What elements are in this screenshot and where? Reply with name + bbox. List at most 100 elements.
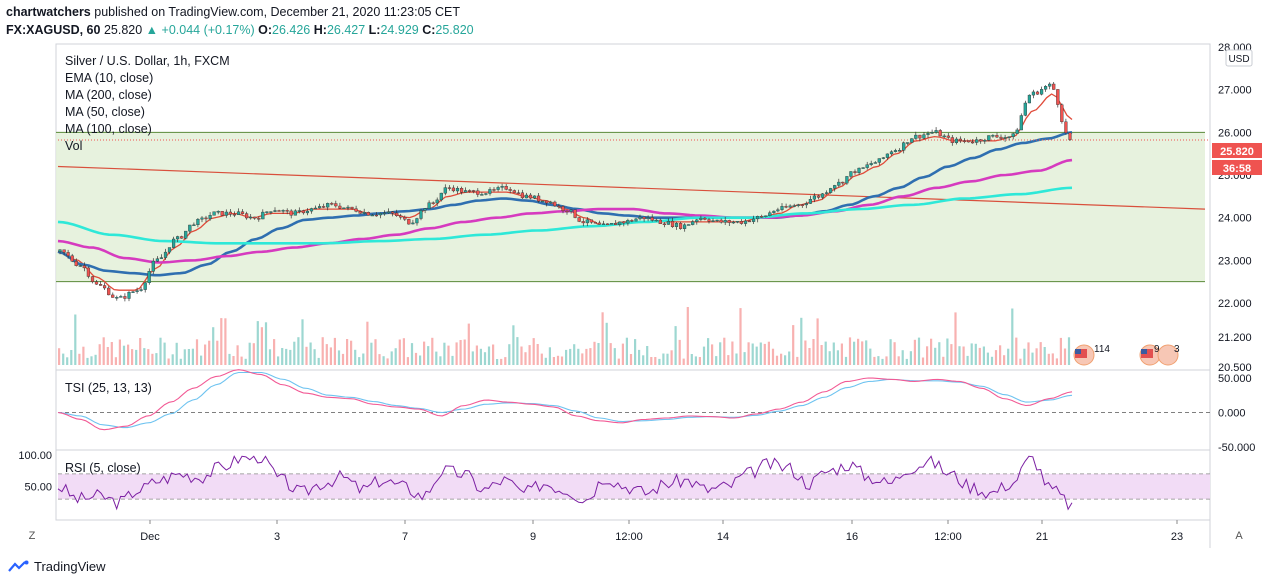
rsi-line bbox=[57, 455, 1073, 511]
candle bbox=[94, 281, 99, 285]
volume-bar bbox=[382, 356, 385, 365]
event-flag-us-2[interactable]: 9 bbox=[1139, 344, 1161, 366]
volume-bar bbox=[285, 348, 288, 365]
volume-bar bbox=[204, 344, 207, 365]
candle bbox=[423, 208, 427, 211]
time-tick-label: Dec bbox=[140, 531, 160, 543]
volume-bar bbox=[321, 337, 324, 365]
volume-bar bbox=[581, 353, 584, 365]
candle bbox=[277, 210, 281, 212]
event-count-1: 114 bbox=[1094, 344, 1110, 355]
candle bbox=[411, 222, 415, 225]
symbol[interactable]: FX:XAGUSD, 60 bbox=[6, 23, 101, 37]
candle bbox=[557, 205, 561, 208]
candle bbox=[825, 192, 829, 194]
volume-bar bbox=[516, 337, 519, 365]
candle bbox=[646, 217, 650, 220]
volume-bar bbox=[601, 312, 604, 365]
volume-bar bbox=[520, 346, 523, 365]
candle bbox=[1003, 137, 1007, 139]
volume-bar bbox=[439, 356, 442, 365]
legend-ema10[interactable]: EMA (10, close) bbox=[65, 71, 153, 85]
candle bbox=[670, 220, 675, 227]
price-tick-label: 24.000 bbox=[1218, 213, 1252, 225]
candle bbox=[208, 215, 212, 219]
candle bbox=[322, 206, 326, 208]
volume-bar bbox=[398, 339, 401, 365]
candle bbox=[630, 220, 634, 222]
candle bbox=[776, 209, 780, 212]
volume-bar bbox=[431, 337, 434, 365]
candle bbox=[253, 216, 257, 219]
currency-badge[interactable] bbox=[1225, 49, 1253, 67]
candle bbox=[407, 219, 411, 225]
timezone-button[interactable]: Z bbox=[29, 530, 36, 542]
candle bbox=[820, 193, 825, 198]
ma50-line bbox=[57, 131, 1073, 277]
candle bbox=[196, 218, 200, 225]
volume-bar bbox=[1019, 358, 1022, 365]
candle bbox=[760, 216, 764, 218]
candle bbox=[845, 176, 849, 184]
legend-ma200[interactable]: MA (200, close) bbox=[65, 88, 152, 102]
volume-bar bbox=[135, 349, 138, 365]
auto-scale-button[interactable]: A bbox=[1235, 530, 1243, 542]
candle bbox=[224, 211, 228, 216]
tsi-legend[interactable]: TSI (25, 13, 13) bbox=[65, 381, 152, 395]
legend-ma50[interactable]: MA (50, close) bbox=[65, 105, 145, 119]
candle bbox=[930, 132, 934, 134]
candle bbox=[257, 218, 261, 220]
candle bbox=[151, 260, 155, 272]
volume-bar bbox=[508, 344, 511, 365]
volume-bar bbox=[289, 349, 292, 365]
candle bbox=[987, 135, 991, 141]
candle bbox=[155, 258, 159, 262]
legend-vol[interactable]: Vol bbox=[65, 139, 82, 153]
price-tick-label: 26.000 bbox=[1218, 127, 1252, 139]
candle bbox=[484, 193, 488, 195]
volume-bar bbox=[58, 348, 61, 365]
volume-bar bbox=[187, 349, 190, 365]
event-flag-us-3[interactable]: 3 bbox=[1157, 344, 1180, 366]
price-change: +0.044 (+0.17%) bbox=[161, 23, 255, 37]
volume-bar bbox=[1055, 358, 1058, 365]
volume-bar bbox=[569, 348, 572, 365]
candle bbox=[403, 216, 407, 220]
volume-bar bbox=[942, 356, 945, 365]
volume-bar bbox=[1051, 353, 1054, 365]
candle bbox=[541, 200, 545, 203]
volume-bar bbox=[256, 321, 259, 365]
candle bbox=[492, 189, 496, 191]
tradingview-logo-icon bbox=[8, 560, 29, 572]
volume-bar bbox=[151, 353, 154, 365]
volume-bar bbox=[248, 342, 251, 365]
volume-bar bbox=[216, 340, 219, 365]
event-count-2: 9 bbox=[1154, 344, 1160, 355]
legend-ma100[interactable]: MA (100, close) bbox=[65, 122, 152, 136]
candle bbox=[147, 271, 151, 284]
legend-title[interactable]: Silver / U.S. Dollar, 1h, FXCM bbox=[65, 54, 230, 68]
candle bbox=[326, 203, 330, 208]
volume-bar bbox=[1003, 355, 1006, 365]
volume-bar bbox=[609, 343, 612, 365]
volume-bar bbox=[370, 342, 373, 365]
volume-bar bbox=[658, 358, 661, 365]
candle bbox=[228, 211, 232, 215]
volume-bar bbox=[1059, 337, 1062, 365]
rsi-legend[interactable]: RSI (5, close) bbox=[65, 461, 141, 475]
volume-bar bbox=[707, 338, 710, 365]
volume-bar bbox=[670, 350, 673, 365]
volume-bar bbox=[443, 342, 446, 365]
volume-bar bbox=[800, 317, 803, 365]
candle bbox=[537, 195, 541, 202]
footer-brand[interactable]: TradingView bbox=[8, 559, 106, 574]
publisher-name[interactable]: chartwatchers bbox=[6, 5, 91, 19]
candle bbox=[220, 210, 224, 216]
candle bbox=[979, 139, 983, 142]
volume-bar bbox=[504, 357, 507, 365]
candle bbox=[958, 138, 962, 141]
event-flag-us[interactable]: 114 bbox=[1073, 344, 1110, 366]
candle bbox=[946, 135, 950, 138]
volume-bar bbox=[994, 350, 998, 365]
